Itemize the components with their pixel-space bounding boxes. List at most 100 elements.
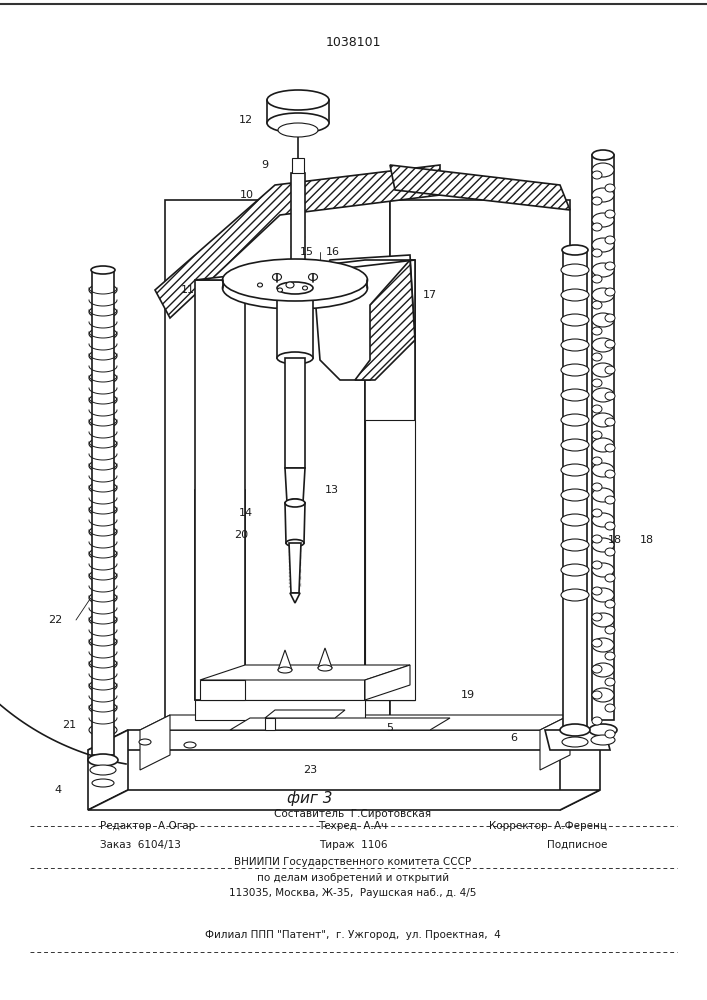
Ellipse shape	[562, 245, 588, 255]
Ellipse shape	[561, 414, 589, 426]
Ellipse shape	[308, 273, 317, 280]
Ellipse shape	[89, 614, 117, 626]
Ellipse shape	[592, 438, 614, 452]
Ellipse shape	[89, 328, 117, 340]
Text: фиг 3: фиг 3	[287, 790, 333, 806]
Ellipse shape	[592, 613, 614, 627]
Text: 4: 4	[55, 785, 62, 795]
Ellipse shape	[605, 392, 615, 400]
Ellipse shape	[592, 431, 602, 439]
Ellipse shape	[605, 262, 615, 270]
Text: по делам изобретений и открытий: по делам изобретений и открытий	[257, 873, 449, 883]
Ellipse shape	[561, 539, 589, 551]
Text: 12: 12	[239, 115, 253, 125]
Text: ВНИИПИ Государственного комитета СССР: ВНИИПИ Государственного комитета СССР	[235, 857, 472, 867]
Ellipse shape	[592, 150, 614, 160]
Polygon shape	[560, 730, 600, 810]
Ellipse shape	[605, 522, 615, 530]
Ellipse shape	[561, 264, 589, 276]
Ellipse shape	[89, 636, 117, 648]
Ellipse shape	[92, 779, 114, 787]
Ellipse shape	[592, 288, 614, 302]
Polygon shape	[195, 700, 415, 720]
Ellipse shape	[267, 90, 329, 110]
Ellipse shape	[91, 266, 115, 274]
Ellipse shape	[605, 366, 615, 374]
Text: 15: 15	[300, 247, 314, 257]
Text: Тираж  1106: Тираж 1106	[319, 840, 387, 850]
Text: 23: 23	[303, 765, 317, 775]
Polygon shape	[195, 260, 415, 280]
Text: 1038101: 1038101	[325, 35, 381, 48]
Ellipse shape	[561, 564, 589, 576]
Ellipse shape	[592, 379, 602, 387]
Ellipse shape	[605, 236, 615, 244]
Text: 9: 9	[262, 160, 269, 170]
Ellipse shape	[592, 363, 614, 377]
Ellipse shape	[605, 730, 615, 738]
Ellipse shape	[89, 460, 117, 472]
Polygon shape	[278, 650, 292, 670]
Ellipse shape	[89, 592, 117, 604]
Ellipse shape	[89, 350, 117, 362]
Ellipse shape	[592, 613, 602, 621]
Polygon shape	[277, 288, 313, 358]
Ellipse shape	[592, 691, 602, 699]
Polygon shape	[365, 665, 410, 700]
Ellipse shape	[592, 638, 614, 652]
Ellipse shape	[592, 249, 602, 257]
Ellipse shape	[605, 184, 615, 192]
Text: 6: 6	[510, 733, 517, 743]
Ellipse shape	[592, 457, 602, 465]
Ellipse shape	[278, 288, 283, 292]
Ellipse shape	[605, 288, 615, 296]
Ellipse shape	[89, 526, 117, 538]
Ellipse shape	[277, 282, 313, 294]
Ellipse shape	[592, 171, 602, 179]
Text: 113035, Москва, Ж-35,  Раушская наб., д. 4/5: 113035, Москва, Ж-35, Раушская наб., д. …	[229, 888, 477, 898]
Ellipse shape	[592, 563, 614, 577]
Ellipse shape	[278, 123, 318, 137]
Text: Филиал ППП "Патент",  г. Ужгород,  ул. Проектная,  4: Филиал ППП "Патент", г. Ужгород, ул. Про…	[205, 930, 501, 940]
Polygon shape	[318, 648, 332, 668]
Ellipse shape	[88, 754, 118, 766]
Polygon shape	[592, 155, 614, 720]
Ellipse shape	[605, 314, 615, 322]
Ellipse shape	[561, 389, 589, 401]
Polygon shape	[291, 173, 305, 265]
Ellipse shape	[89, 570, 117, 582]
Ellipse shape	[592, 353, 602, 361]
Ellipse shape	[89, 394, 117, 406]
Text: 21: 21	[62, 720, 76, 730]
Text: 22: 22	[48, 615, 62, 625]
Polygon shape	[88, 730, 128, 810]
Ellipse shape	[592, 513, 614, 527]
Ellipse shape	[561, 439, 589, 451]
Text: 20: 20	[234, 530, 248, 540]
Ellipse shape	[592, 188, 614, 202]
Ellipse shape	[287, 499, 303, 507]
Text: 5: 5	[387, 723, 394, 733]
Ellipse shape	[592, 275, 602, 283]
Ellipse shape	[592, 213, 614, 227]
Ellipse shape	[592, 327, 602, 335]
Polygon shape	[285, 503, 305, 543]
Ellipse shape	[89, 658, 117, 670]
Polygon shape	[563, 250, 587, 730]
Polygon shape	[165, 200, 390, 720]
Ellipse shape	[286, 540, 304, 546]
Ellipse shape	[605, 678, 615, 686]
Ellipse shape	[257, 283, 262, 287]
Text: 16: 16	[326, 247, 340, 257]
Ellipse shape	[592, 263, 614, 277]
Ellipse shape	[592, 588, 614, 602]
Text: Составитель  Г.Сиротовская: Составитель Г.Сиротовская	[274, 809, 431, 819]
Ellipse shape	[592, 483, 602, 491]
Ellipse shape	[592, 561, 602, 569]
Ellipse shape	[318, 665, 332, 671]
Polygon shape	[140, 715, 170, 770]
Ellipse shape	[592, 665, 602, 673]
Text: Заказ  6104/13: Заказ 6104/13	[100, 840, 181, 850]
Polygon shape	[265, 710, 345, 718]
Ellipse shape	[272, 273, 281, 280]
